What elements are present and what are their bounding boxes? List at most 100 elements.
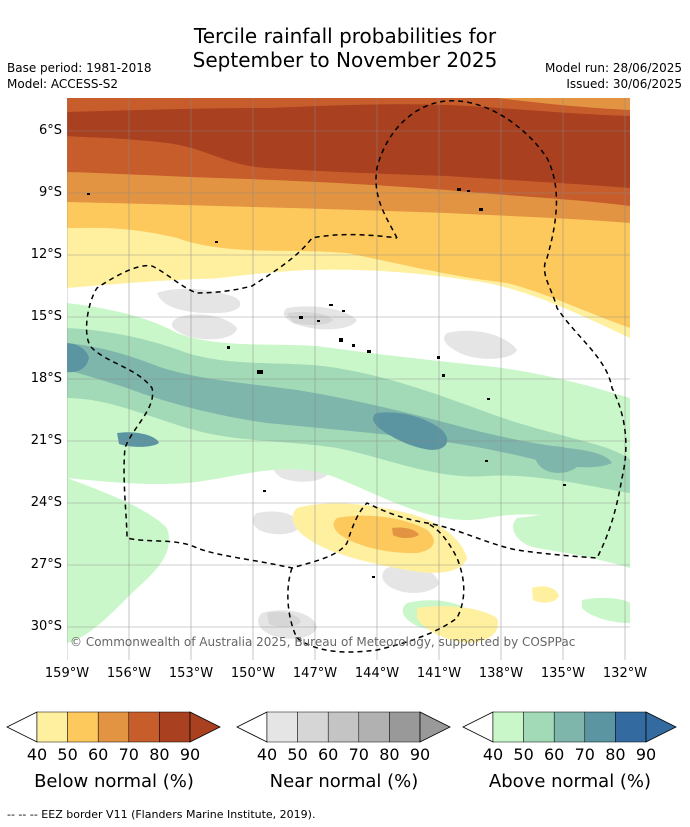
legend-near-label: Near normal (%) <box>269 771 419 792</box>
above-60-right <box>534 446 582 473</box>
legend-below-arrow-left <box>6 711 38 743</box>
legend-below-label: Below normal (%) <box>34 771 194 792</box>
island <box>339 338 343 342</box>
lon-label-156w: 156°W <box>106 666 152 681</box>
lat-label-9s: 9°S <box>38 185 62 200</box>
above-40-bottom-right <box>582 597 630 623</box>
above-40-right <box>513 498 630 568</box>
legend-below-tick-70: 70 <box>118 745 139 764</box>
base-info: Base period: 1981-2018 Model: ACCESS-S2 <box>7 60 152 92</box>
legend-above-normal <box>462 711 677 743</box>
legend-above-swatch-3 <box>584 711 616 743</box>
islands <box>87 188 566 578</box>
legend-above-arrow-left <box>462 711 494 743</box>
lon-label-159w: 159°W <box>44 666 90 681</box>
legend-below-tick-80: 80 <box>149 745 170 764</box>
near-patch-2 <box>171 314 237 340</box>
legend-below-tick-50: 50 <box>57 745 78 764</box>
legend-below-tick-90: 90 <box>179 745 201 764</box>
legend-near-arrow-right <box>419 711 451 743</box>
legend-above-tick-80: 80 <box>605 745 626 764</box>
legend-near-tick-80: 80 <box>379 745 400 764</box>
legend-below-normal <box>6 711 221 743</box>
eez-borders <box>85 100 627 653</box>
island <box>352 344 355 347</box>
legend-near-tick-40: 40 <box>256 745 278 764</box>
lat-label-18s: 18°S <box>30 371 62 386</box>
legend-near-swatch-1 <box>297 711 329 743</box>
legend-below-swatch-0 <box>36 711 68 743</box>
island <box>227 346 230 349</box>
legend-below-tick-40: 40 <box>26 745 48 764</box>
issued-text: Issued: 30/06/2025 <box>566 77 682 91</box>
lon-label-132w: 132°W <box>602 666 648 681</box>
lat-label-12s: 12°S <box>30 247 62 262</box>
legend-above-swatch-4 <box>615 711 647 743</box>
island <box>367 350 371 353</box>
island <box>87 193 90 195</box>
model-run-text: Model run: 28/06/2025 <box>544 61 682 75</box>
band-below-80 <box>67 98 630 188</box>
lat-label-21s: 21°S <box>30 433 62 448</box>
island <box>457 188 461 191</box>
legend-near-tick-60: 60 <box>318 745 339 764</box>
legend-below-swatch-1 <box>67 711 99 743</box>
lon-label-135w: 135°W <box>540 666 586 681</box>
lat-label-6s: 6°S <box>38 123 62 138</box>
legend-near-swatch-0 <box>266 711 298 743</box>
eez-border-south <box>287 522 465 653</box>
island <box>342 310 345 312</box>
legend-above-swatch-2 <box>553 711 586 743</box>
legend-near-normal <box>236 711 451 743</box>
band-below-60-edge <box>497 98 630 110</box>
legend-above-tick-90: 90 <box>635 745 657 764</box>
island <box>442 374 445 377</box>
near-patch-4 <box>444 330 517 359</box>
island <box>467 190 470 192</box>
base-period-text: Base period: 1981-2018 <box>7 61 152 75</box>
title-line-2: September to November 2025 <box>192 48 498 72</box>
probability-map: © Commonwealth of Australia 2025, Bureau… <box>67 98 630 660</box>
legend-near-swatch-3 <box>358 711 390 743</box>
legend-near-tick-90: 90 <box>409 745 431 764</box>
chart-title: Tercile rainfall probabilities for Septe… <box>0 24 690 72</box>
lat-label-27s: 27°S <box>30 557 62 572</box>
copyright-text: © Commonwealth of Australia 2025, Bureau… <box>70 635 575 649</box>
island <box>485 460 488 462</box>
island <box>257 370 263 374</box>
legend-near-swatch-2 <box>327 711 360 743</box>
lon-label-153w: 153°W <box>168 666 214 681</box>
island <box>437 356 440 359</box>
eez-footnote: -- -- -- EEZ border V11 (Flanders Marine… <box>7 808 316 821</box>
grid-lines <box>67 98 630 660</box>
island <box>372 576 375 578</box>
band-above-70 <box>67 343 89 373</box>
legend-below-swatch-3 <box>128 711 160 743</box>
legend-below-tick-60: 60 <box>88 745 109 764</box>
model-text: Model: ACCESS-S2 <box>7 77 119 91</box>
legend-near-arrow-left <box>236 711 268 743</box>
lon-label-150w: 150°W <box>230 666 276 681</box>
band-below-70-top <box>67 98 630 116</box>
legend-below-swatch-2 <box>97 711 130 743</box>
below-50-lower <box>333 515 434 554</box>
lon-label-144w: 144°W <box>354 666 400 681</box>
near-patch-8 <box>252 511 300 535</box>
legend-near-swatch-4 <box>389 711 421 743</box>
band-above-60 <box>67 343 612 468</box>
island <box>215 241 218 243</box>
legend-above-tick-70: 70 <box>574 745 595 764</box>
island <box>299 316 303 319</box>
legend-above-tick-50: 50 <box>513 745 534 764</box>
legend-below-swatch-4 <box>159 711 191 743</box>
legend-below-arrow-right <box>189 711 221 743</box>
island <box>317 320 320 322</box>
title-line-1: Tercile rainfall probabilities for <box>193 24 497 48</box>
legend-above-swatch-1 <box>523 711 555 743</box>
near-patch-11 <box>287 311 333 325</box>
island <box>263 490 266 492</box>
legend-above-label: Above normal (%) <box>488 771 652 792</box>
legend-above-swatch-0 <box>492 711 524 743</box>
island <box>329 304 333 306</box>
below-60-lower <box>392 527 419 538</box>
